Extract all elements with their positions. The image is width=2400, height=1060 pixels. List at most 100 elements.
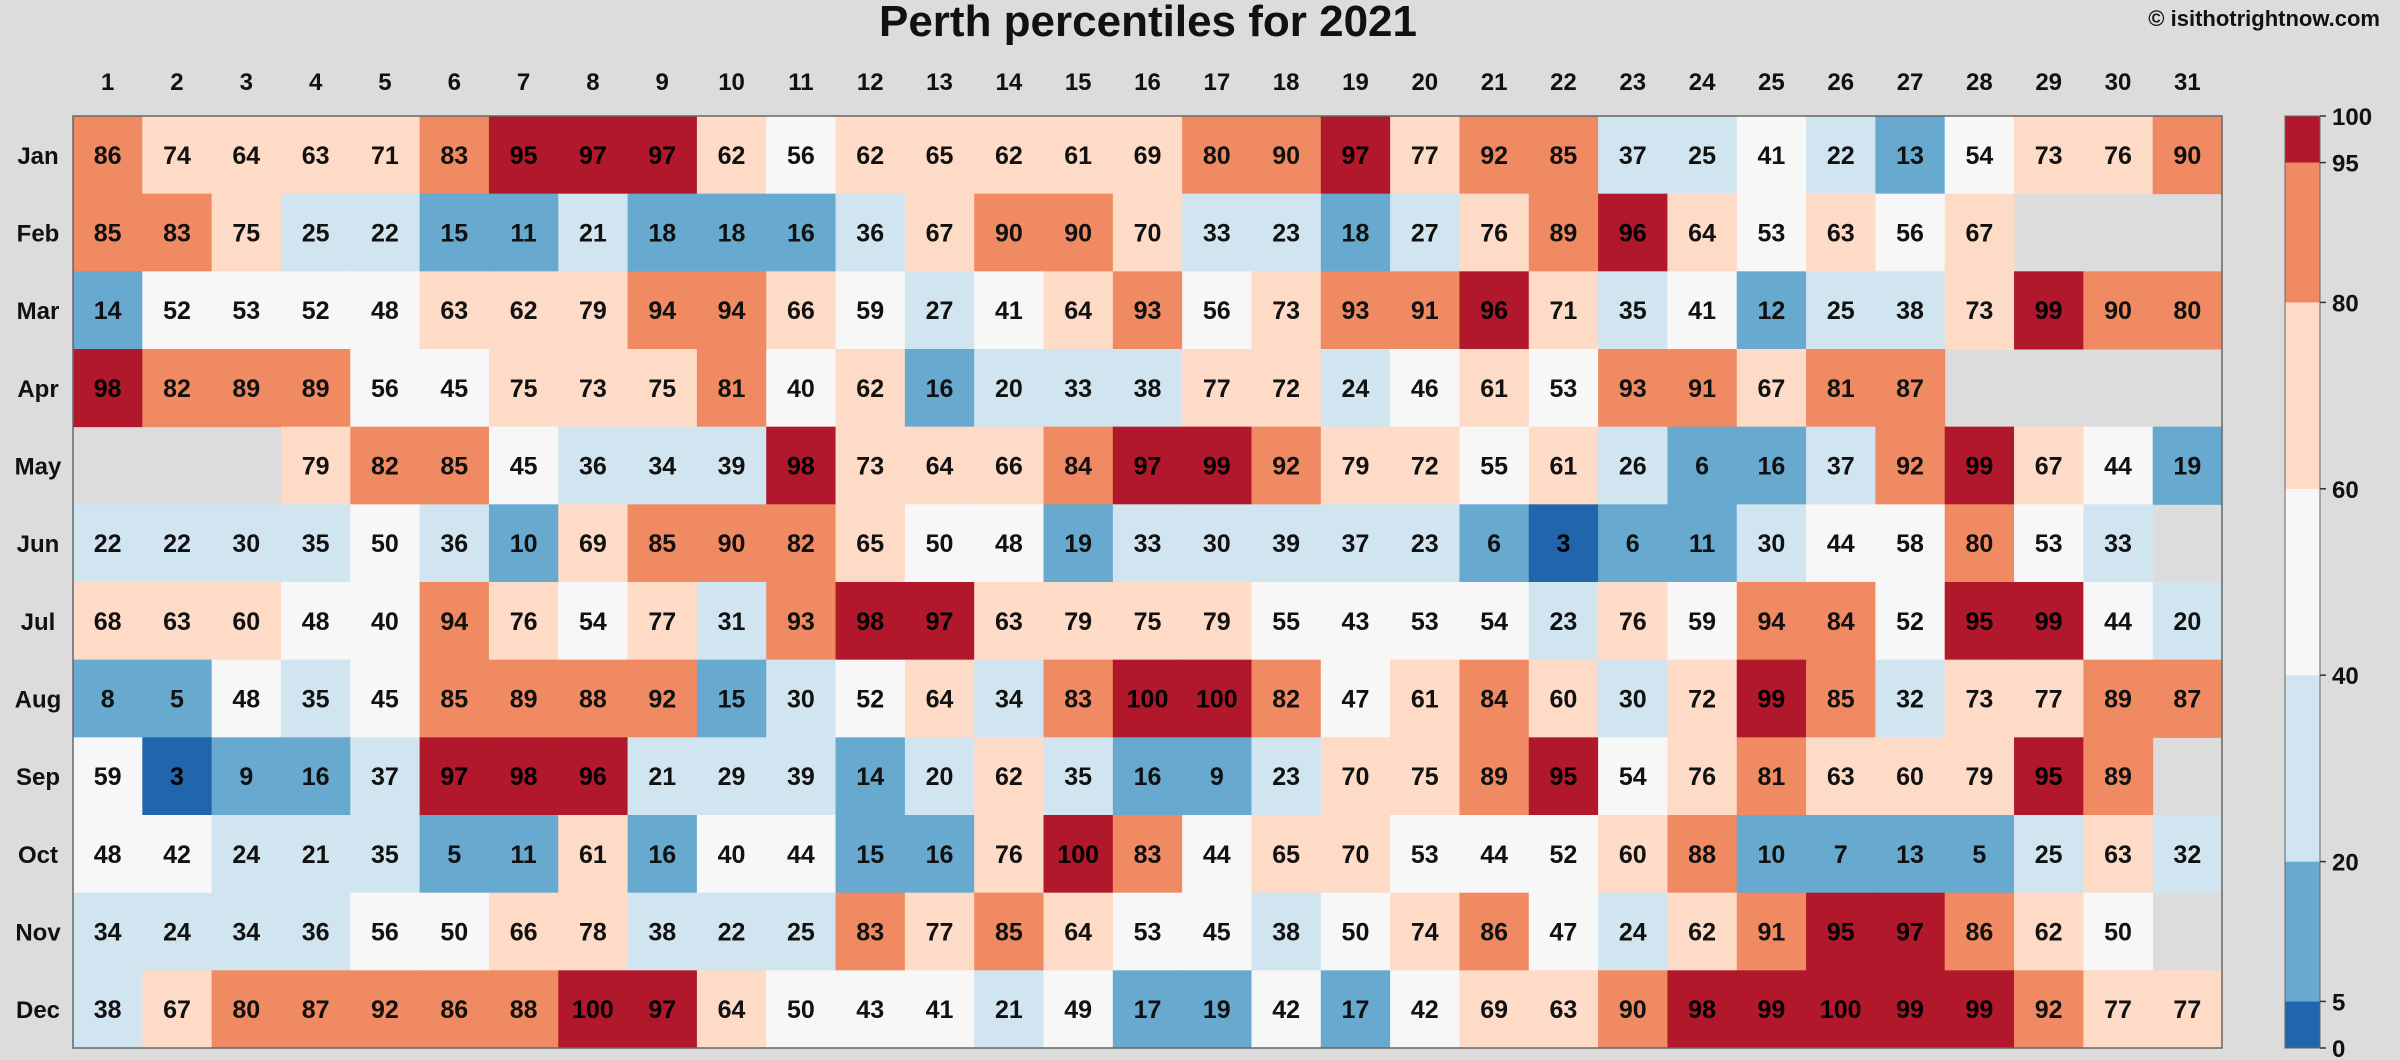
cell-value: 85 bbox=[1827, 686, 1855, 714]
cell-value: 88 bbox=[1688, 841, 1716, 869]
cell-value: 3 bbox=[170, 763, 184, 791]
cell-value: 94 bbox=[440, 608, 468, 636]
heatmap-cell bbox=[974, 737, 1045, 816]
heatmap-cell bbox=[974, 582, 1045, 661]
cell-value: 63 bbox=[2104, 841, 2132, 869]
cell-value: 80 bbox=[232, 996, 260, 1024]
cell-value: 89 bbox=[1550, 220, 1578, 248]
cell-value: 80 bbox=[1203, 142, 1231, 170]
cell-value: 99 bbox=[1896, 996, 1924, 1024]
heatmap-cell bbox=[1182, 815, 1252, 894]
heatmap-cell bbox=[1112, 892, 1183, 971]
cell-value: 44 bbox=[787, 841, 815, 869]
heatmap-cell bbox=[904, 504, 975, 583]
heatmap-cell bbox=[419, 193, 490, 272]
heatmap-cell bbox=[2083, 892, 2154, 971]
heatmap-cell bbox=[627, 504, 698, 583]
cell-value: 75 bbox=[1134, 608, 1162, 636]
heatmap-cell bbox=[211, 970, 282, 1049]
heatmap-cell bbox=[1459, 892, 1530, 971]
colorbar-segment bbox=[2285, 1001, 2320, 1048]
cell-value: 24 bbox=[163, 919, 191, 947]
heatmap-cell bbox=[766, 892, 837, 971]
heatmap-cell bbox=[1806, 737, 1876, 816]
cell-value: 80 bbox=[1965, 530, 1993, 558]
heatmap-cell bbox=[1459, 271, 1530, 350]
heatmap-cell bbox=[1875, 892, 1946, 971]
cell-value: 50 bbox=[1342, 919, 1370, 947]
cell-value: 34 bbox=[648, 453, 676, 481]
heatmap-cell bbox=[1736, 737, 1807, 816]
cell-value: 100 bbox=[1196, 686, 1238, 714]
cell-value: 25 bbox=[302, 220, 330, 248]
heatmap-cell bbox=[1043, 737, 1114, 816]
cell-value: 44 bbox=[2104, 608, 2132, 636]
cell-value: 32 bbox=[1896, 686, 1924, 714]
heatmap-cell bbox=[2152, 659, 2223, 738]
cell-value: 77 bbox=[1203, 375, 1231, 403]
cell-value: 64 bbox=[1064, 919, 1092, 947]
heatmap-cell bbox=[1390, 349, 1460, 428]
cell-value: 56 bbox=[1896, 220, 1924, 248]
heatmap-cell bbox=[211, 815, 282, 894]
cell-value: 62 bbox=[856, 375, 884, 403]
heatmap-cell bbox=[1806, 116, 1876, 195]
heatmap-cell bbox=[1112, 815, 1183, 894]
heatmap-cell bbox=[1251, 970, 1322, 1049]
heatmap-cell bbox=[2014, 116, 2084, 195]
cell-value: 90 bbox=[1619, 996, 1647, 1024]
heatmap-cell bbox=[2014, 426, 2084, 505]
cell-value: 23 bbox=[1272, 220, 1300, 248]
heatmap-cell bbox=[1043, 970, 1114, 1049]
heatmap-cell bbox=[1598, 349, 1668, 428]
cell-value: 37 bbox=[371, 763, 399, 791]
day-label: 22 bbox=[1550, 69, 1577, 96]
heatmap-cell bbox=[1667, 892, 1738, 971]
heatmap-cell bbox=[1528, 892, 1599, 971]
heatmap-cell bbox=[1182, 737, 1252, 816]
cell-value: 22 bbox=[1827, 142, 1855, 170]
cell-value: 58 bbox=[1896, 530, 1924, 558]
month-label: Mar bbox=[17, 298, 60, 325]
heatmap-cell bbox=[419, 815, 490, 894]
heatmap-cell bbox=[1251, 349, 1322, 428]
heatmap-cell bbox=[1944, 504, 2015, 583]
cell-value: 60 bbox=[1550, 686, 1578, 714]
cell-value: 79 bbox=[302, 453, 330, 481]
heatmap-cell bbox=[1112, 349, 1183, 428]
cell-value: 60 bbox=[1619, 841, 1647, 869]
heatmap-cell bbox=[558, 116, 629, 195]
cell-value: 99 bbox=[1757, 996, 1785, 1024]
heatmap-cell bbox=[1736, 426, 1807, 505]
cell-value: 52 bbox=[302, 297, 330, 325]
heatmap-cell bbox=[1806, 582, 1876, 661]
cell-value: 66 bbox=[995, 453, 1023, 481]
cell-value: 13 bbox=[1896, 841, 1924, 869]
cell-value: 76 bbox=[1688, 763, 1716, 791]
cell-value: 31 bbox=[718, 608, 746, 636]
cell-value: 81 bbox=[1757, 763, 1785, 791]
day-label: 7 bbox=[517, 69, 530, 96]
heatmap-cell bbox=[1598, 271, 1668, 350]
cell-value: 32 bbox=[2173, 841, 2201, 869]
cell-value: 88 bbox=[510, 996, 538, 1024]
cell-value: 14 bbox=[856, 763, 884, 791]
cell-value: 19 bbox=[2173, 453, 2201, 481]
heatmap-cell bbox=[2152, 970, 2223, 1049]
heatmap-cell bbox=[1459, 349, 1530, 428]
heatmap-cell bbox=[350, 504, 421, 583]
heatmap-cell bbox=[1182, 970, 1252, 1049]
heatmap-cell bbox=[1320, 659, 1391, 738]
cell-value: 45 bbox=[1203, 919, 1231, 947]
heatmap-cell bbox=[627, 116, 698, 195]
cell-value: 15 bbox=[856, 841, 884, 869]
cell-value: 89 bbox=[2104, 686, 2132, 714]
cell-value: 93 bbox=[787, 608, 815, 636]
cell-value: 77 bbox=[2035, 686, 2063, 714]
cell-value: 50 bbox=[440, 919, 468, 947]
cell-value: 39 bbox=[787, 763, 815, 791]
heatmap-cell bbox=[1043, 426, 1114, 505]
cell-value: 50 bbox=[926, 530, 954, 558]
heatmap-cell bbox=[350, 582, 421, 661]
cell-value: 56 bbox=[1203, 297, 1231, 325]
